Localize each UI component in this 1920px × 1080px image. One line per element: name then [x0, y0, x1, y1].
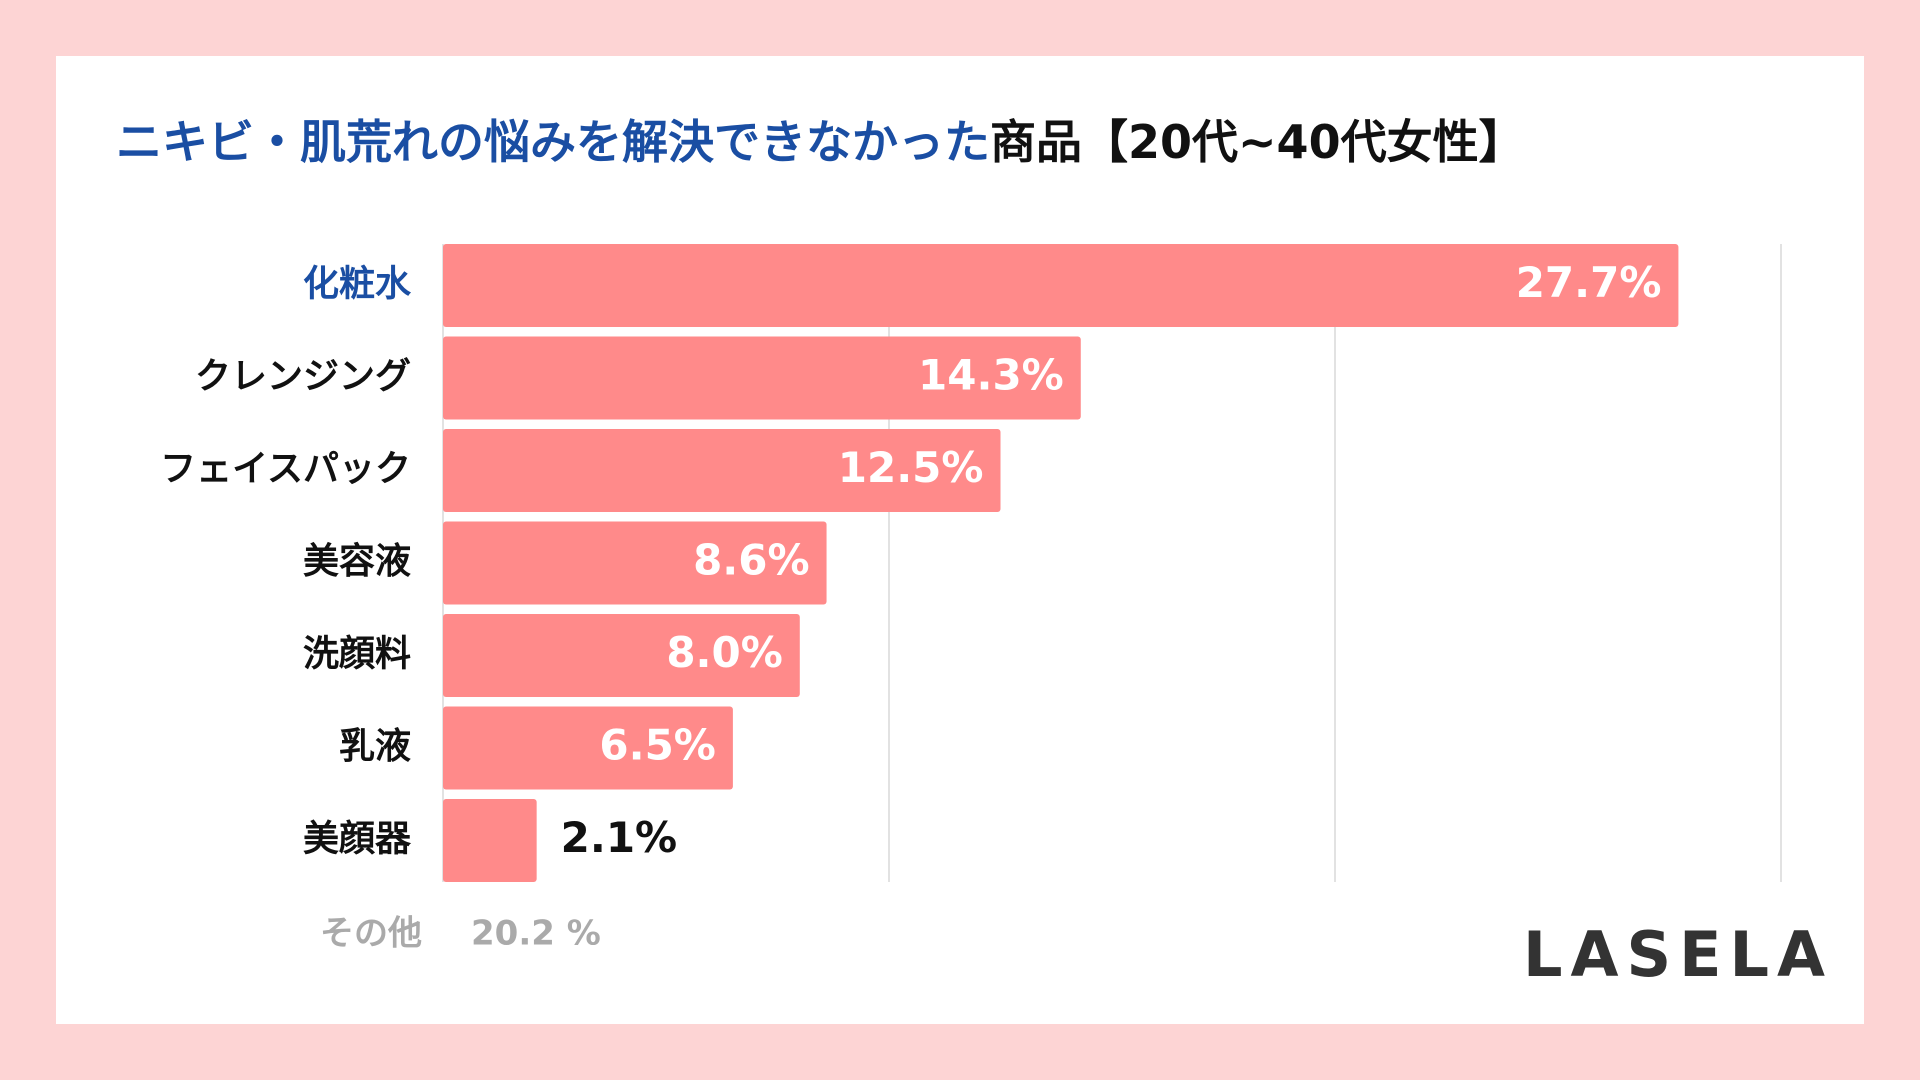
panel	[56, 56, 1864, 1024]
title-part: ニキビ・肌荒れの悩みを解決できなかった	[116, 115, 990, 169]
value-label: 12.5%	[838, 443, 984, 492]
bar	[443, 799, 537, 882]
y-tick-label: 乳液	[339, 726, 411, 767]
y-tick-label: 洗顔料	[303, 634, 411, 675]
other-label: その他	[320, 914, 422, 954]
y-tick-label: 美顔器	[303, 819, 412, 860]
bar	[443, 706, 733, 790]
y-tick-label: フェイスパック	[160, 449, 411, 490]
value-label: 8.0%	[666, 628, 782, 677]
value-label: 27.7%	[1516, 258, 1662, 307]
bar	[443, 429, 1001, 512]
bar	[443, 244, 1679, 327]
brand-logo: LASELA	[1523, 918, 1833, 991]
value-label: 2.1%	[561, 813, 677, 862]
y-tick-label: 化粧水	[303, 264, 412, 305]
title-part: 商品【20代~40代女性】	[990, 115, 1525, 169]
plot: 化粧水 27.7% クレンジング 14.3% フェイスパック 12.5% 美容液 8.6% 洗顔…	[160, 244, 1782, 882]
bar	[443, 336, 1081, 420]
value-label: 8.6%	[693, 536, 809, 585]
other-value: 20.2 %	[471, 914, 601, 954]
value-label: 6.5%	[599, 721, 715, 770]
y-tick-label: クレンジング	[195, 356, 411, 397]
chart-title: ニキビ・肌荒れの悩みを解決できなかった商品【20代~40代女性】	[116, 115, 1525, 169]
value-label: 14.3%	[918, 351, 1064, 400]
bar	[443, 521, 827, 605]
bar	[443, 614, 800, 697]
y-tick-label: 美容液	[303, 541, 411, 582]
